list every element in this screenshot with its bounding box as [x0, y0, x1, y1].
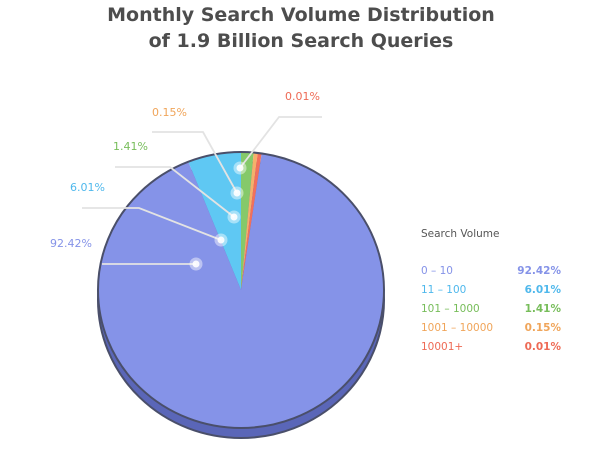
legend-label-3: 1001 – 10000 — [421, 322, 494, 334]
legend-title: Search Volume — [421, 228, 500, 240]
data-label-1: 6.01% — [70, 181, 105, 194]
legend-item-0: 0 – 10 92.42% — [421, 262, 561, 281]
callout-line-2 — [115, 166, 235, 218]
pie-outline — [97, 151, 385, 429]
pie-slice-0 — [97, 153, 384, 429]
data-label-3: 0.15% — [152, 106, 187, 119]
legend-item-2: 101 – 1000 1.41% — [421, 300, 561, 319]
callout-line-3 — [152, 131, 238, 194]
callout-marker-2 — [230, 213, 238, 221]
pie-slice-3 — [241, 152, 258, 290]
pie-slice-1 — [188, 152, 241, 290]
chart-title-line-1: Monthly Search Volume Distribution — [107, 4, 495, 26]
callouts: 92.42% 6.01% 1.41% 0.15% 0.01% — [50, 90, 322, 271]
callout-marker-0 — [192, 260, 200, 268]
chart-title: Monthly Search Volume Distribution of 1.… — [0, 2, 602, 54]
callout-marker-3 — [233, 189, 241, 197]
legend: Search Volume 0 – 10 92.42% 11 – 100 6.01% 1… — [421, 228, 561, 357]
chart-title-line-2: of 1.9 Billion Search Queries — [148, 30, 454, 52]
legend-item-1: 11 – 100 6.01% — [421, 281, 561, 300]
pie-slice-2 — [241, 152, 254, 290]
legend-item-3: 1001 – 10000 0.15% — [421, 319, 561, 338]
legend-value-2: 1.41% — [524, 303, 561, 315]
legend-value-0: 92.42% — [517, 265, 561, 277]
callout-line-4 — [239, 116, 322, 169]
legend-label-2: 101 – 1000 — [421, 303, 480, 315]
legend-rows: 0 – 10 92.42% 11 – 100 6.01% 101 – 1000 1.41%… — [421, 262, 561, 357]
legend-label-0: 0 – 10 — [421, 265, 453, 277]
legend-value-1: 6.01% — [524, 284, 561, 296]
data-label-4: 0.01% — [285, 90, 320, 103]
data-label-2: 1.41% — [113, 140, 148, 153]
callout-marker-4 — [236, 164, 244, 172]
callout-marker-1 — [217, 236, 225, 244]
legend-label-1: 11 – 100 — [421, 284, 467, 296]
legend-label-4: 10001+ — [421, 341, 464, 353]
data-label-0: 92.42% — [50, 237, 92, 250]
callout-line-1 — [82, 207, 222, 241]
legend-value-3: 0.15% — [524, 322, 561, 334]
legend-value-4: 0.01% — [524, 341, 561, 353]
pie-slices — [97, 151, 385, 429]
legend-item-4: 10001+ 0.01% — [421, 338, 561, 357]
pie-slice-4 — [241, 152, 262, 290]
